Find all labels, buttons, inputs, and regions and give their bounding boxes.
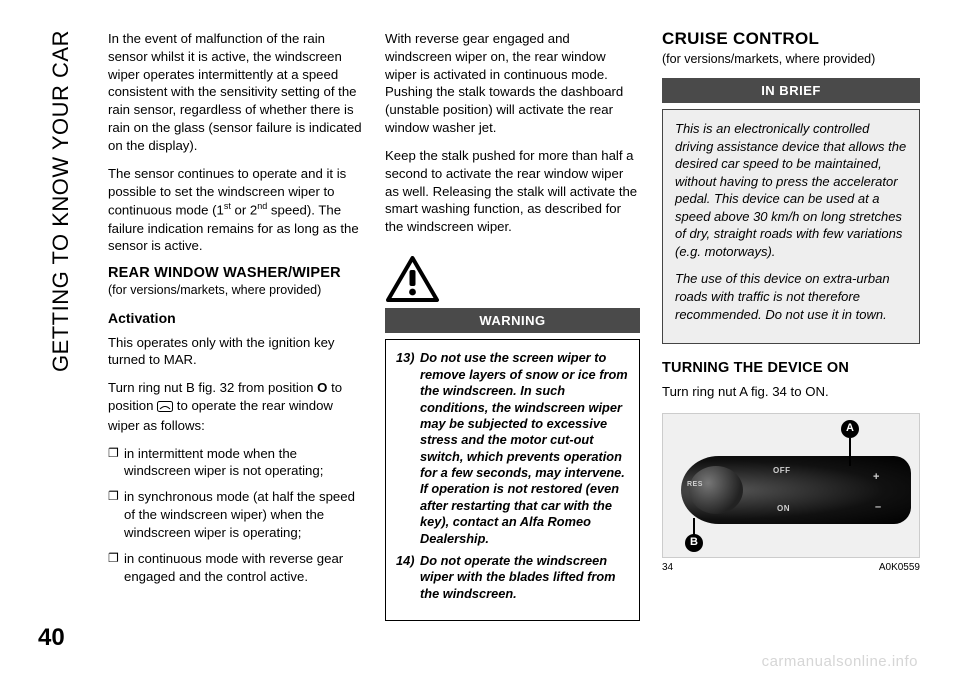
- callout-b: B: [685, 534, 703, 552]
- body-text: In the event of malfunction of the rain …: [108, 30, 363, 155]
- figure-image: OFF ON RES + – A B: [662, 413, 920, 558]
- warning-item: 13) Do not use the screen wiper to remov…: [396, 350, 629, 547]
- warning-text: Do not use the screen wiper to remove la…: [420, 350, 629, 547]
- bullet-item: ❐ in continuous mode with reverse gear e…: [108, 550, 363, 586]
- warning-number: 14): [396, 553, 420, 602]
- heading-activation: Activation: [108, 309, 363, 328]
- warning-bar: WARNING: [385, 308, 640, 334]
- body-text: This operates only with the ignition key…: [108, 334, 363, 370]
- warning-icon: [385, 256, 640, 304]
- subcaption: (for versions/markets, where provided): [662, 51, 920, 68]
- body-text: Turn ring nut A fig. 34 to ON.: [662, 383, 920, 401]
- warning-box: 13) Do not use the screen wiper to remov…: [385, 339, 640, 621]
- stalk-label-plus: +: [873, 470, 880, 485]
- callout-leader-b: [693, 518, 695, 536]
- brief-text: The use of this device on extra-urban ro…: [675, 270, 907, 323]
- in-brief-box: This is an electronically controlled dri…: [662, 109, 920, 344]
- brief-text: This is an electronically controlled dri…: [675, 120, 907, 260]
- warning-number: 13): [396, 350, 420, 547]
- body-text: The sensor continues to operate and it i…: [108, 165, 363, 255]
- subcaption: (for versions/markets, where provided): [108, 282, 363, 299]
- callout-leader-a: [849, 438, 851, 466]
- bullet-item: ❐ in synchronous mode (at half the speed…: [108, 488, 363, 541]
- body-text: Keep the stalk pushed for more than half…: [385, 147, 640, 236]
- watermark: carmanualsonline.info: [762, 653, 918, 670]
- heading-turning-on: TURNING THE DEVICE ON: [662, 360, 920, 377]
- body-text: Turn ring nut B fig. 32 from position O …: [108, 379, 363, 434]
- figure-34: OFF ON RES + – A B 34 A0K0559: [662, 413, 920, 575]
- bullet-text: in synchronous mode (at half the speed o…: [124, 488, 363, 541]
- stalk-label-minus: –: [875, 500, 882, 515]
- heading-cruise-control: CRUISE CONTROL: [662, 30, 920, 49]
- bullet-item: ❐ in intermittent mode when the windscre…: [108, 445, 363, 481]
- section-tab: GETTING TO KNOW YOUR CAR: [48, 30, 74, 372]
- column-1: In the event of malfunction of the rain …: [108, 30, 363, 621]
- warning-text: Do not operate the windscreen wiper with…: [420, 553, 629, 602]
- callout-a: A: [841, 420, 859, 438]
- bullet-text: in intermittent mode when the windscreen…: [124, 445, 363, 481]
- figure-code: A0K0559: [879, 561, 920, 575]
- bullet-marker-icon: ❐: [108, 445, 124, 481]
- bullet-marker-icon: ❐: [108, 488, 124, 541]
- page-number: 40: [38, 624, 65, 652]
- warning-item: 14) Do not operate the windscreen wiper …: [396, 553, 629, 602]
- page: GETTING TO KNOW YOUR CAR 40 In the event…: [0, 0, 960, 678]
- heading-rear-window: REAR WINDOW WASHER/WIPER: [108, 265, 363, 282]
- bullet-marker-icon: ❐: [108, 550, 124, 586]
- content-columns: In the event of malfunction of the rain …: [108, 30, 920, 621]
- figure-caption: 34 A0K0559: [662, 561, 920, 575]
- in-brief-bar: IN BRIEF: [662, 78, 920, 104]
- stalk-label-res: RES: [687, 480, 703, 489]
- stalk-label-off: OFF: [773, 466, 791, 477]
- bullet-text: in continuous mode with reverse gear eng…: [124, 550, 363, 586]
- body-text: With reverse gear engaged and windscreen…: [385, 30, 640, 137]
- stalk-label-on: ON: [777, 504, 790, 515]
- figure-number: 34: [662, 561, 673, 575]
- column-2: With reverse gear engaged and windscreen…: [385, 30, 640, 621]
- rear-window-icon: [157, 399, 173, 417]
- column-3: CRUISE CONTROL (for versions/markets, wh…: [662, 30, 920, 621]
